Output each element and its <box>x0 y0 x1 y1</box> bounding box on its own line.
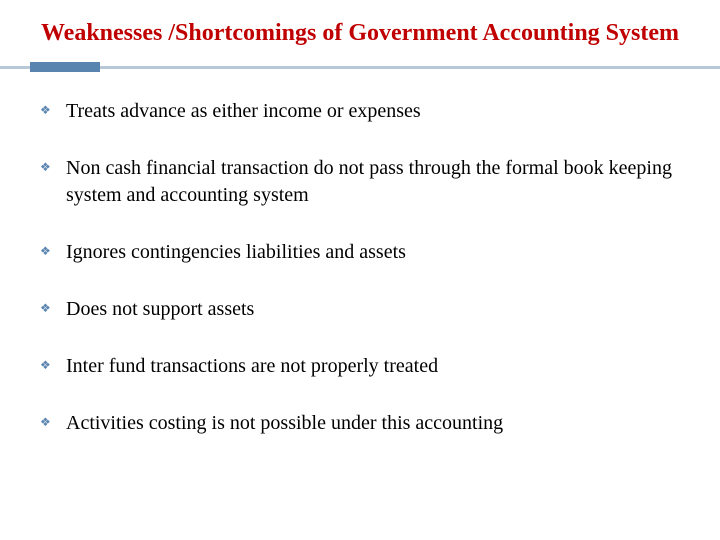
list-item-text: Activities costing is not possible under… <box>66 412 503 434</box>
list-item-text: Non cash financial transaction do not pa… <box>66 157 672 206</box>
list-item: ❖ Inter fund transactions are not proper… <box>40 353 680 380</box>
list-item-text: Treats advance as either income or expen… <box>66 100 421 122</box>
divider-block <box>30 62 100 72</box>
list-item: ❖ Treats advance as either income or exp… <box>40 98 680 125</box>
bullet-list: ❖ Treats advance as either income or exp… <box>40 98 680 437</box>
list-item: ❖ Does not support assets <box>40 296 680 323</box>
diamond-bullet-icon: ❖ <box>40 355 51 377</box>
diamond-bullet-icon: ❖ <box>40 100 51 122</box>
diamond-bullet-icon: ❖ <box>40 241 51 263</box>
diamond-bullet-icon: ❖ <box>40 298 51 320</box>
list-item-text: Does not support assets <box>66 298 254 320</box>
list-item: ❖ Activities costing is not possible und… <box>40 410 680 437</box>
list-item-text: Inter fund transactions are not properly… <box>66 355 438 377</box>
list-item-text: Ignores contingencies liabilities and as… <box>66 241 406 263</box>
diamond-bullet-icon: ❖ <box>40 412 51 434</box>
slide: Weaknesses /Shortcomings of Government A… <box>0 0 720 540</box>
divider-line <box>0 66 720 69</box>
title-divider <box>40 62 680 72</box>
list-item: ❖ Ignores contingencies liabilities and … <box>40 239 680 266</box>
list-item: ❖ Non cash financial transaction do not … <box>40 155 680 209</box>
diamond-bullet-icon: ❖ <box>40 157 51 179</box>
page-title: Weaknesses /Shortcomings of Government A… <box>40 18 680 48</box>
